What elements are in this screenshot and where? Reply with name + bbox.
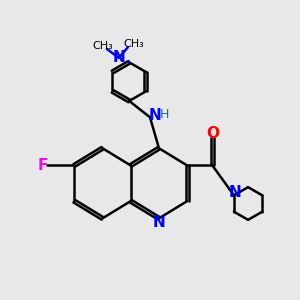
Text: N: N [149, 108, 162, 123]
Text: N: N [229, 185, 242, 200]
Text: N: N [152, 215, 165, 230]
Text: N: N [112, 50, 125, 65]
Text: F: F [38, 158, 48, 173]
Text: CH₃: CH₃ [123, 40, 144, 50]
Text: O: O [206, 126, 219, 141]
Text: H: H [160, 108, 170, 122]
Text: CH₃: CH₃ [92, 41, 113, 51]
